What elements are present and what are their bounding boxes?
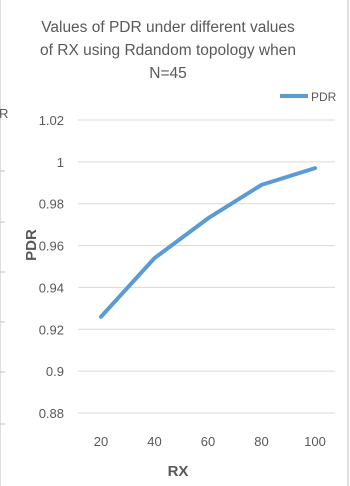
- legend-label: PDR: [311, 90, 337, 104]
- chart-title-line-2: of RX using Rdandom topology when: [40, 42, 296, 59]
- chart-title-line-3: N=45: [149, 65, 187, 82]
- y-tick-label: 0.9: [46, 364, 64, 379]
- chart-title-line-1: Values of PDR under different values: [41, 19, 295, 36]
- x-tick-label: 20: [94, 434, 108, 449]
- left-edge-ticks: [0, 170, 5, 425]
- y-axis-title: PDR: [23, 229, 40, 261]
- y-tick-label: 0.94: [39, 280, 64, 295]
- x-axis-title: RX: [168, 463, 189, 480]
- x-tick-label: 40: [147, 434, 161, 449]
- chart-title: Values of PDR under different values of …: [40, 19, 296, 82]
- x-tick-label: 60: [201, 434, 215, 449]
- y-tick-label: 0.96: [39, 239, 64, 254]
- series-pdr: [99, 166, 317, 319]
- legend: PDR: [280, 90, 337, 104]
- x-tick-label: 100: [304, 434, 326, 449]
- y-tick-label: 0.98: [39, 197, 64, 212]
- x-tick-label: 80: [254, 434, 268, 449]
- gridlines: [78, 119, 335, 414]
- series-line-pdr: [99, 166, 317, 319]
- y-tick-label: 1: [57, 155, 64, 170]
- y-axis-ticks: 0.88 0.9 0.92 0.94 0.96 0.98 1 1.02: [39, 113, 64, 421]
- x-axis-ticks: 20 40 60 80 100: [94, 434, 326, 449]
- y-tick-label: 0.92: [39, 322, 64, 337]
- y-tick-label: 0.88: [39, 406, 64, 421]
- left-edge-fragment: R: [0, 106, 8, 121]
- y-tick-label: 1.02: [39, 113, 64, 128]
